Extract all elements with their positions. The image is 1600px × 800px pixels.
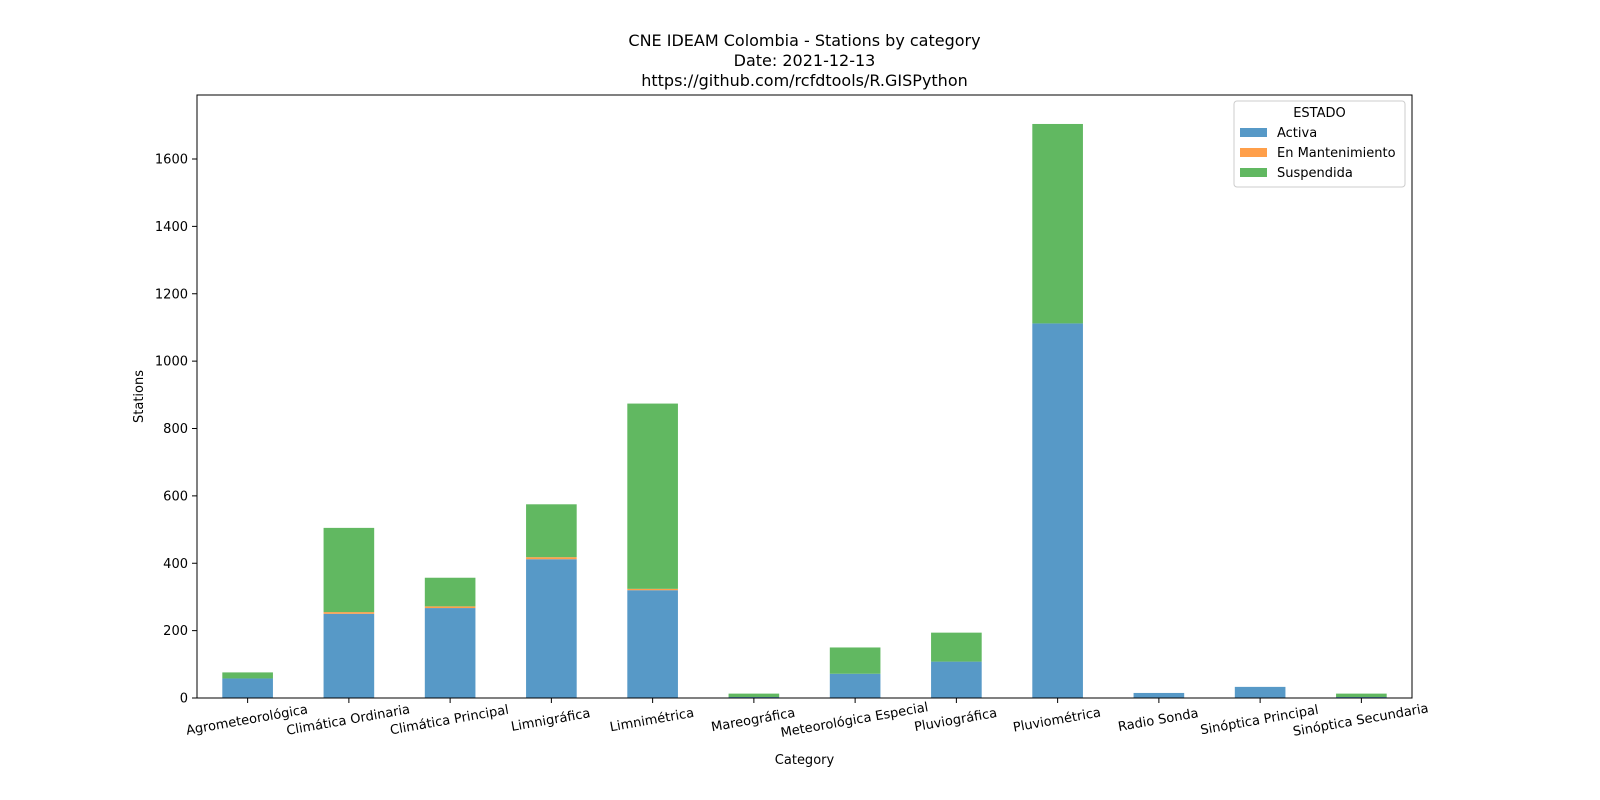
y-axis: 0 200 400 600 800 1000 1200 1400 1600 bbox=[155, 153, 197, 707]
bar-suspendida bbox=[728, 693, 780, 697]
chart-title: CNE IDEAM Colombia - Stations by categor… bbox=[628, 31, 980, 90]
bar-activa bbox=[526, 559, 577, 698]
bar-en-mantenimiento bbox=[627, 588, 678, 591]
bar-activa bbox=[222, 678, 273, 698]
bar-en-mantenimiento bbox=[323, 612, 375, 614]
bar-activa bbox=[323, 613, 375, 698]
y-tick-label: 1000 bbox=[155, 355, 188, 370]
title-line: Date: 2021-12-13 bbox=[734, 51, 876, 70]
legend-title: ESTADO bbox=[1293, 106, 1346, 121]
bar-activa bbox=[1133, 692, 1185, 698]
y-tick-label: 400 bbox=[163, 557, 188, 572]
y-tick-label: 1200 bbox=[155, 287, 188, 302]
y-tick-label: 800 bbox=[163, 422, 188, 437]
title-line: https://github.com/rcfdtools/R.GISPython bbox=[641, 71, 968, 90]
bar-activa bbox=[728, 696, 780, 698]
legend-swatch bbox=[1240, 148, 1267, 157]
y-tick-label: 1600 bbox=[155, 153, 188, 168]
bar-activa bbox=[424, 608, 476, 698]
bar-suspendida bbox=[323, 527, 375, 613]
bar-suspendida bbox=[627, 403, 678, 589]
bar-suspendida bbox=[424, 577, 476, 607]
legend-label: Suspendida bbox=[1277, 166, 1353, 181]
bar-suspendida bbox=[829, 647, 881, 674]
title-line: CNE IDEAM Colombia - Stations by categor… bbox=[628, 31, 980, 50]
bar-activa bbox=[1032, 323, 1083, 698]
bar-en-mantenimiento bbox=[526, 557, 577, 560]
x-tick-label: Radio Sonda bbox=[1117, 706, 1200, 735]
bar-suspendida bbox=[1032, 123, 1083, 324]
y-axis-label: Stations bbox=[132, 370, 147, 423]
bar-suspendida bbox=[526, 504, 577, 558]
y-tick-label: 1400 bbox=[155, 220, 188, 235]
y-tick-label: 0 bbox=[180, 692, 188, 707]
bar-activa bbox=[627, 590, 678, 698]
legend-swatch bbox=[1240, 168, 1267, 177]
legend-box bbox=[1233, 100, 1406, 188]
plot-frame bbox=[196, 94, 1413, 699]
bar-suspendida bbox=[1336, 693, 1387, 697]
bars-group bbox=[222, 123, 1387, 698]
y-tick-label: 600 bbox=[163, 489, 188, 504]
legend-label: Activa bbox=[1277, 126, 1317, 141]
bar-en-mantenimiento bbox=[424, 606, 476, 609]
x-axis-label: Category bbox=[775, 753, 835, 768]
legend: ESTADO Activa En Mantenimiento Suspendida bbox=[1233, 100, 1406, 188]
x-tick-label: Limnigráfica bbox=[510, 706, 592, 735]
bar-activa bbox=[829, 673, 881, 698]
bar-activa bbox=[1336, 696, 1387, 698]
legend-swatch bbox=[1240, 128, 1267, 137]
bar-suspendida bbox=[222, 672, 273, 679]
legend-label: En Mantenimiento bbox=[1277, 146, 1396, 161]
y-tick-label: 200 bbox=[163, 624, 188, 639]
bar-activa bbox=[1234, 686, 1286, 698]
bar-suspendida bbox=[931, 632, 982, 662]
x-tick-label: Meteorológica Especial bbox=[780, 700, 930, 741]
x-tick-label: Pluviométrica bbox=[1012, 705, 1102, 735]
x-tick-label: Limnimétrica bbox=[609, 706, 696, 736]
bar-activa bbox=[931, 661, 982, 698]
